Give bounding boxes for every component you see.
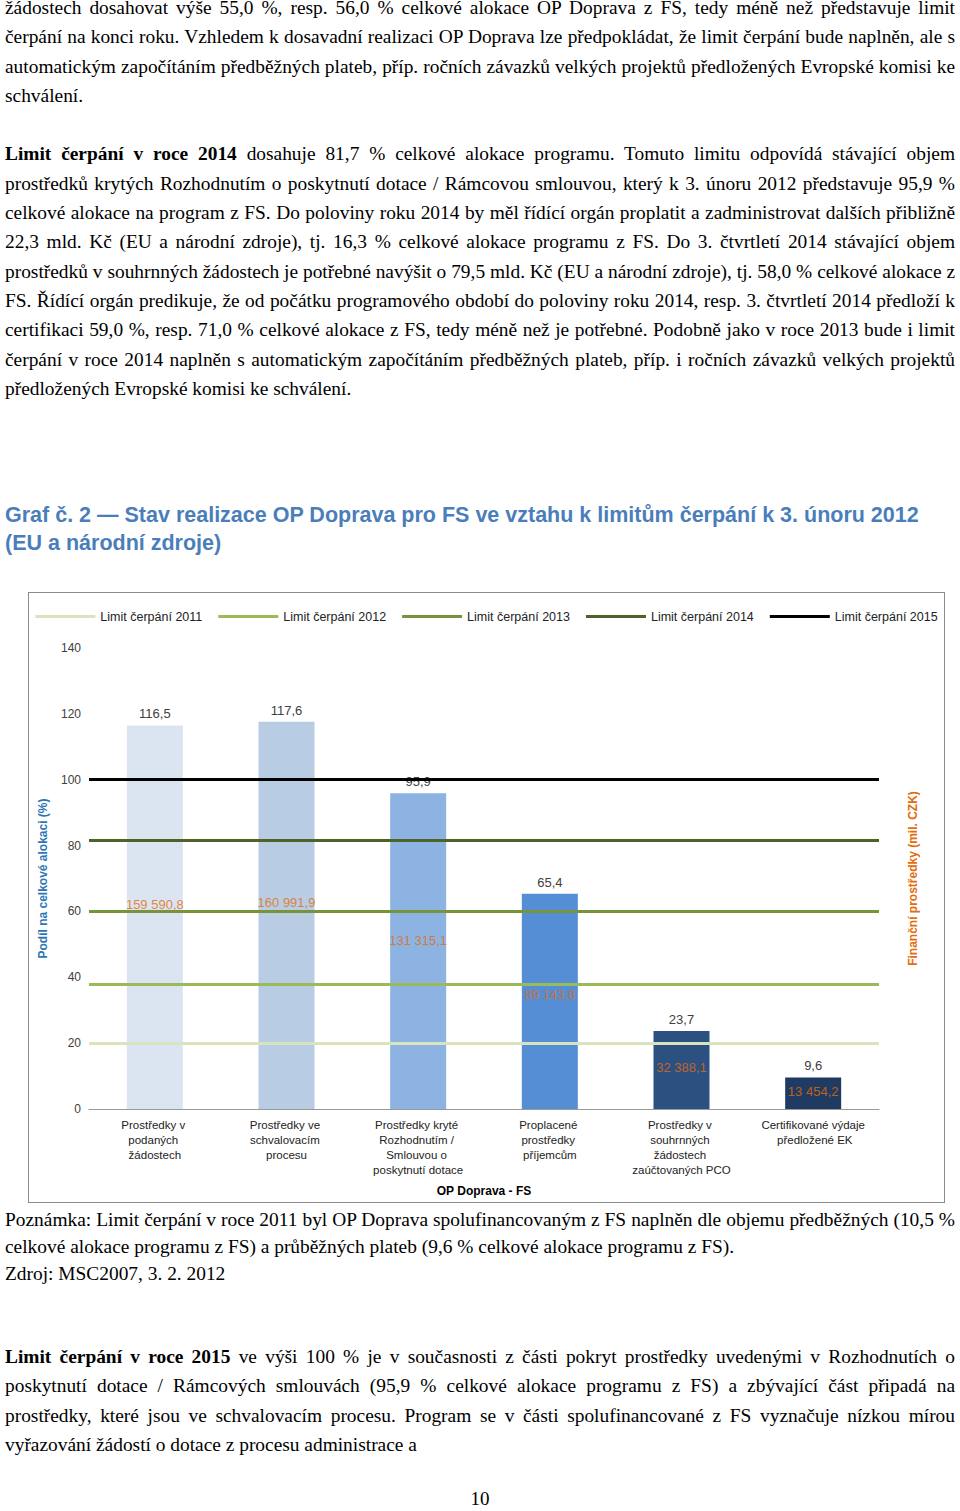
svg-text:117,6: 117,6 <box>271 703 303 718</box>
html-text:dosahuje 81,7 % celkové alokac: dosahuje 81,7 % celkové alokace programu… <box>5 143 955 399</box>
svg-text:Podíl na celkové alokaci (%): Podíl na celkové alokaci (%) <box>36 798 50 958</box>
html-text:10: 10 <box>470 1488 490 1509</box>
svg-text:131 315,1: 131 315,1 <box>389 933 447 948</box>
svg-text:žádostech: žádostech <box>129 1149 181 1161</box>
svg-text:Limit čerpání 2013: Limit čerpání 2013 <box>467 610 570 624</box>
svg-text:OP Doprava - FS: OP Doprava - FS <box>437 1184 531 1198</box>
svg-text:podaných: podaných <box>128 1134 181 1146</box>
svg-text:13 454,2: 13 454,2 <box>788 1084 839 1099</box>
html-text:Graf č. 2 — Stav realizace OP: Graf č. 2 — Stav realizace OP Doprava pr… <box>5 503 919 555</box>
svg-text:9,6: 9,6 <box>804 1058 822 1073</box>
svg-text:předložené EK: předložené EK <box>774 1134 853 1146</box>
svg-text:159 590,8: 159 590,8 <box>126 897 184 912</box>
svg-text:65,4: 65,4 <box>537 875 562 890</box>
svg-text:Rozhodnutím /: Rozhodnutím / <box>379 1134 457 1146</box>
svg-text:Limit čerpání 2011: Limit čerpání 2011 <box>100 610 202 624</box>
svg-text:příjemcům: příjemcům <box>523 1149 577 1161</box>
svg-text:Prostředky kryté: Prostředky kryté <box>375 1119 461 1131</box>
html-text:Limit čerpání v roce 2015 ve v: Limit čerpání v roce 2015 ve výši 100 % … <box>5 1346 955 1455</box>
svg-text:žádostech: žádostech <box>654 1149 710 1161</box>
svg-text:Limit čerpání 2012: Limit čerpání 2012 <box>283 610 386 624</box>
svg-text:140: 140 <box>61 641 81 655</box>
svg-text:80: 80 <box>68 839 82 853</box>
svg-text:Finanční prostředky (mil. CZK): Finanční prostředky (mil. CZK) <box>906 791 920 966</box>
svg-text:20: 20 <box>68 1036 82 1050</box>
svg-text:40: 40 <box>68 970 82 984</box>
svg-text:prostředky: prostředky <box>521 1134 578 1146</box>
svg-text:Smlouvou o: Smlouvou o <box>386 1149 450 1161</box>
svg-text:0: 0 <box>74 1102 81 1116</box>
svg-text:Prostředky ve: Prostředky ve <box>250 1119 324 1131</box>
svg-text:100: 100 <box>61 773 81 787</box>
svg-text:Limit čerpání 2014: Limit čerpání 2014 <box>651 610 754 624</box>
svg-text:160 991,9: 160 991,9 <box>258 895 316 910</box>
svg-text:32 388,1: 32 388,1 <box>656 1060 707 1075</box>
html-text:Poznámka: Limit čerpání v roce: Poznámka: Limit čerpání v roce 2011 byl … <box>5 1209 955 1257</box>
svg-text:23,7: 23,7 <box>669 1012 694 1027</box>
svg-text:120: 120 <box>61 707 81 721</box>
svg-text:95,9: 95,9 <box>406 774 431 789</box>
svg-text:Proplacené: Proplacené <box>519 1119 580 1131</box>
svg-text:procesu: procesu <box>266 1149 307 1161</box>
svg-text:Certifikované výdaje: Certifikované výdaje <box>761 1119 865 1131</box>
svg-text:60: 60 <box>68 904 82 918</box>
svg-text:souhrnných: souhrnných <box>650 1134 713 1146</box>
svg-text:schvalovacím: schvalovacím <box>250 1134 323 1146</box>
svg-text:116,5: 116,5 <box>139 706 171 721</box>
svg-text:poskytnutí dotace: poskytnutí dotace <box>373 1164 463 1176</box>
svg-text:89 143,8: 89 143,8 <box>525 987 576 1002</box>
svg-text:Prostředky v: Prostředky v <box>121 1119 188 1131</box>
html-text:Zdroj: MSC2007, 3. 2. 2012: Zdroj: MSC2007, 3. 2. 2012 <box>5 1263 226 1284</box>
svg-text:Limit čerpání 2015: Limit čerpání 2015 <box>835 610 938 624</box>
svg-text:zaúčtovaných PCO: zaúčtovaných PCO <box>632 1164 730 1176</box>
svg-text:Prostředky v: Prostředky v <box>648 1119 715 1131</box>
html-text:Limit čerpání v roce 2014: Limit čerpání v roce 2014 <box>5 143 237 165</box>
